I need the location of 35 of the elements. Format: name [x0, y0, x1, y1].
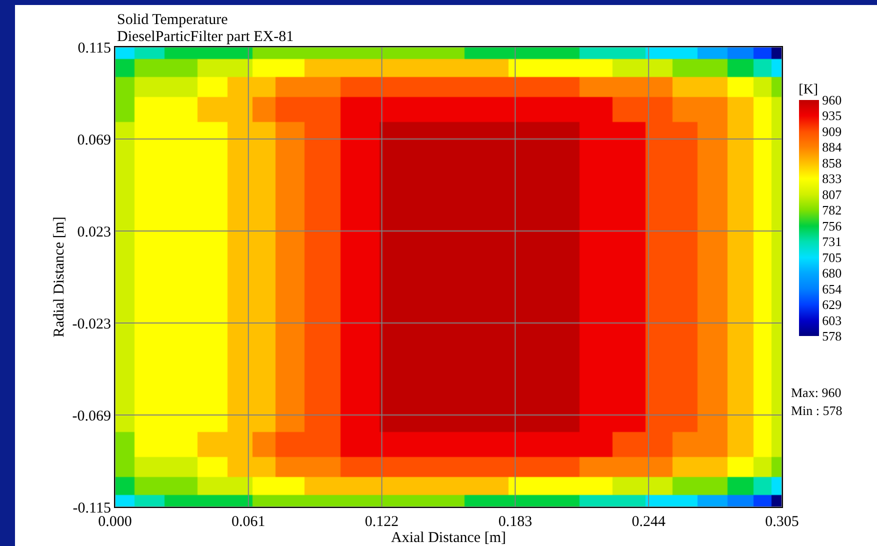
text: Min : 578 — [791, 403, 842, 418]
y-tick-label: -0.115 — [72, 500, 111, 516]
chart-subtitle: DieselParticFilter part EX-81 — [117, 29, 294, 45]
x-tick-label: 0.244 — [632, 514, 666, 530]
color-bar-label: 935 — [822, 108, 842, 123]
color-bar-label: 654 — [822, 282, 842, 297]
color-bar-title: [K] — [798, 82, 818, 98]
color-bar-label: 858 — [822, 156, 842, 171]
y-tick-label: -0.069 — [72, 408, 111, 424]
x-tick-label: 0.061 — [232, 514, 266, 530]
color-bar-label: 629 — [822, 297, 842, 312]
color-bar-label: 782 — [822, 202, 842, 218]
color-bar-label: 705 — [822, 250, 842, 266]
y-tick-label: 0.069 — [77, 132, 111, 148]
chart-title: Solid Temperature — [117, 12, 228, 28]
x-tick-label: 0.183 — [498, 514, 532, 530]
color-bar-label: 909 — [822, 124, 842, 140]
x-tick-label: 0.305 — [765, 514, 799, 530]
x-tick-label: 0.000 — [98, 514, 132, 530]
y-tick-label: -0.023 — [72, 316, 111, 332]
color-bar-label: 960 — [822, 92, 842, 108]
color-bar-label: 833 — [822, 171, 842, 186]
color-bar-label: 680 — [822, 266, 842, 281]
x-axis-title: Axial Distance [m] — [391, 530, 506, 546]
y-tick-label: 0.023 — [77, 224, 111, 240]
color-bar-label: 578 — [822, 328, 842, 344]
y-tick-label: 0.115 — [78, 40, 111, 56]
text: Max: 960 — [791, 385, 842, 400]
y-axis-title: Radial Distance [m] — [52, 216, 68, 338]
color-bar-label: 603 — [822, 313, 842, 328]
x-tick-label: 0.122 — [364, 514, 399, 530]
color-bar-label: 756 — [822, 218, 842, 234]
color-bar-label: 807 — [822, 187, 842, 202]
color-bar-label: 731 — [822, 234, 842, 250]
color-bar-label: 884 — [822, 140, 842, 154]
